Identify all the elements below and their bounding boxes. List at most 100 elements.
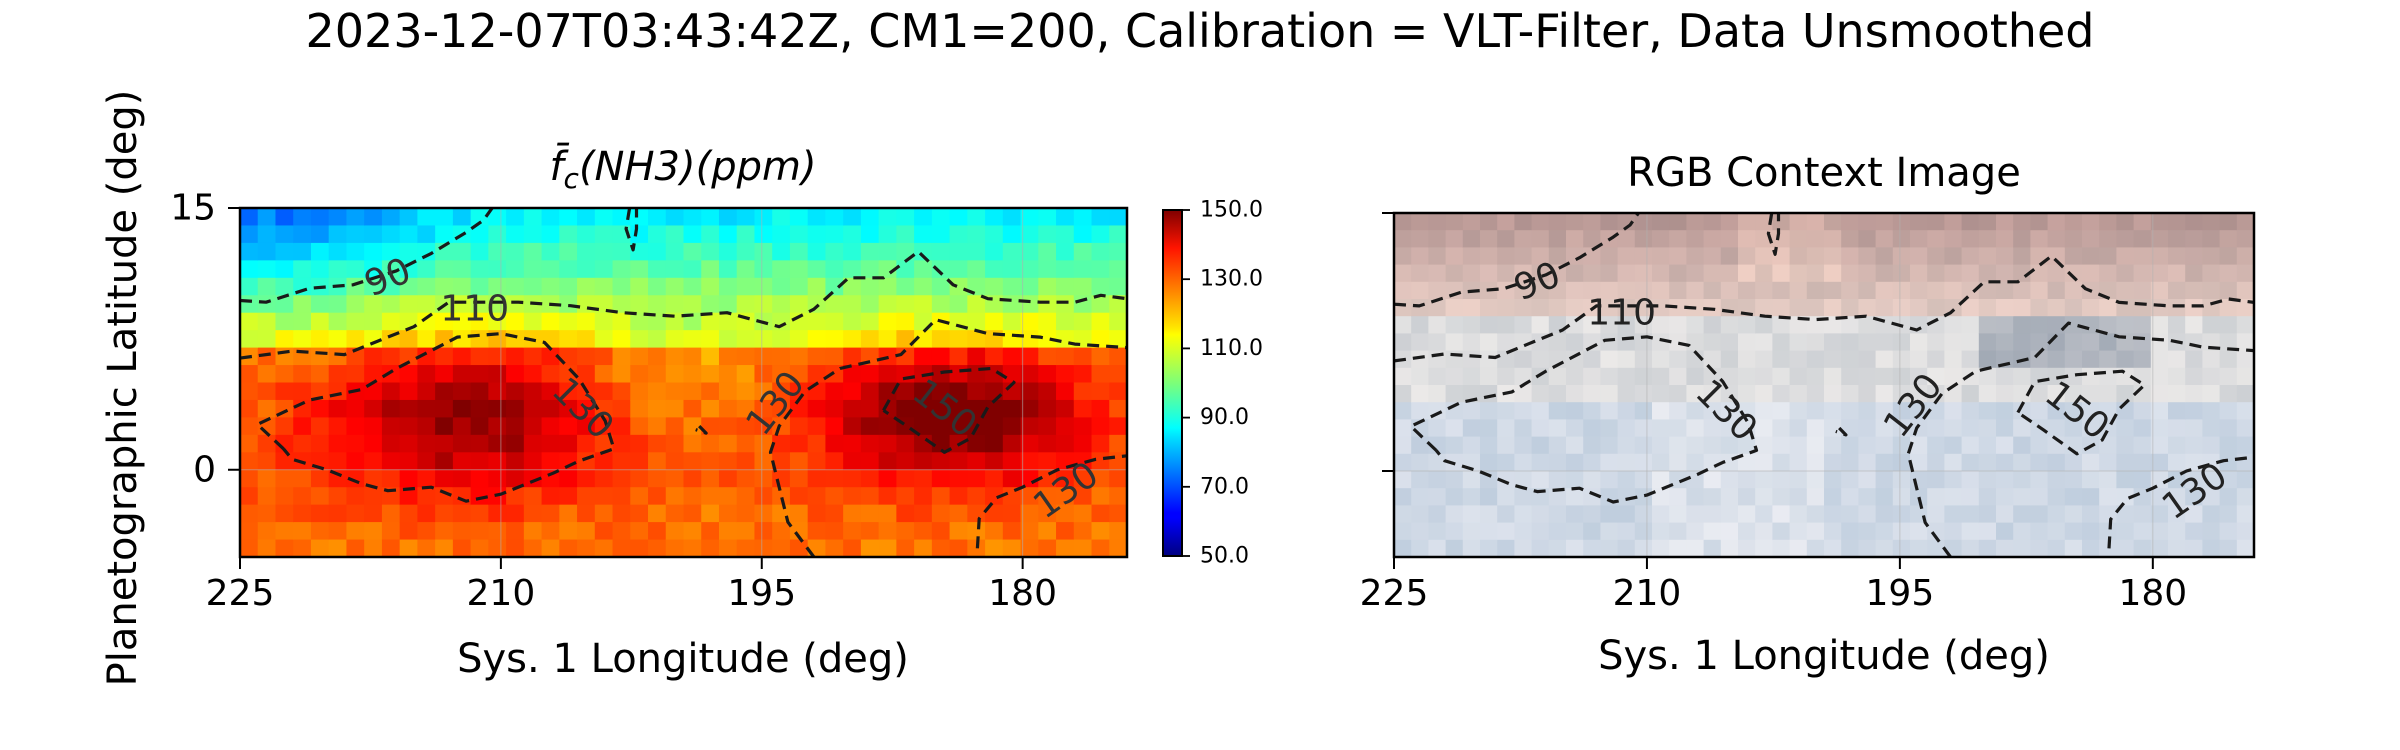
heatmap-cell [541,487,560,506]
context-pixel [2133,299,2152,317]
context-pixel [1944,213,1963,231]
context-pixel [2082,522,2100,541]
context-pixel [1669,316,1687,334]
context-pixel [2185,419,2203,438]
heatmap-cell [648,539,667,557]
context-pixel [2099,350,2117,369]
heatmap-cell [488,208,507,227]
heatmap-cell [577,487,596,506]
heatmap-cell [718,365,738,384]
heatmap-cell [772,434,791,453]
heatmap-cell [1073,225,1093,244]
heatmap-cell [1109,522,1127,541]
heatmap-cell [985,452,1004,471]
context-pixel [1978,367,1997,386]
heatmap-cell [807,487,827,506]
heatmap-cell [1002,295,1022,314]
contour-line-110 [1394,254,2254,363]
heatmap-cell [683,295,702,314]
context-pixel [1944,367,1963,386]
heatmap-cell [931,417,951,436]
context-pixel [1600,505,1619,524]
context-pixel [1514,402,1533,420]
heatmap-cell [718,225,738,244]
heatmap-cell [701,539,720,557]
heatmap-cell [648,295,667,314]
context-pixel [1858,453,1877,472]
context-pixel [2030,264,2049,283]
context-pixel [2099,436,2117,455]
context-pixel [1531,505,1550,524]
heatmap-cell [577,208,596,227]
heatmap-cell [914,382,933,401]
context-pixel [2185,522,2203,541]
heatmap-cell [772,382,791,401]
context-pixel [1824,264,1842,283]
heatmap-cell [896,382,915,401]
context-pixel [1927,505,1945,524]
context-pixel [2064,488,2083,506]
context-pixel [1961,385,1980,403]
context-pixel [1755,247,1773,266]
context-pixel [1892,436,1911,455]
context-pixel [1394,316,1412,334]
heatmap-cell [470,434,489,453]
heatmap-cell [648,365,667,384]
heatmap-cell [772,260,791,279]
context-pixel [1394,385,1412,403]
context-pixel [2099,299,2117,317]
heatmap-cell [985,417,1004,436]
context-pixel [1686,367,1705,386]
context-pixel [1910,522,1928,541]
heatmap-cell [488,382,507,401]
context-pixel [1514,522,1533,541]
context-pixel [1652,488,1670,506]
heatmap-cell [985,522,1004,541]
context-pixel [1978,436,1997,455]
heatmap-cell [346,522,365,541]
heatmap-cell [1038,417,1057,436]
heatmap-cell [789,330,809,349]
heatmap-cell [860,365,880,384]
heatmap-cell [754,295,773,314]
heatmap-cell [470,330,489,349]
context-pixel [2219,488,2238,506]
heatmap-cell [1038,260,1057,279]
context-pixel [2133,213,2152,231]
heatmap-cell [718,539,738,557]
context-pixel [2116,453,2135,472]
context-pixel [2116,230,2135,248]
heatmap-cell [1056,469,1075,488]
context-pixel [2150,522,2169,541]
heatmap-cell [399,225,418,244]
heatmap-cell [577,242,596,261]
context-pixel [1978,213,1997,231]
context-pixel [1772,488,1791,506]
heatmap-cell [878,312,897,331]
context-pixel [2099,471,2117,489]
heatmap-cell [594,417,614,436]
context-pixel [1961,316,1980,334]
context-pixel [1875,436,1894,455]
context-pixel [1514,539,1533,557]
context-pixel [1910,230,1928,248]
context-pixel [1927,213,1945,231]
context-pixel [2150,367,2169,386]
context-pixel [1720,436,1739,455]
heatmap-cell [1020,260,1039,279]
heatmap-cell [346,504,365,523]
context-pixel [1789,247,1808,266]
context-pixel [1548,247,1567,266]
context-pixel [2219,299,2238,317]
heatmap-cell [860,242,880,261]
heatmap-cell [1002,330,1022,349]
context-pixel [1686,333,1705,352]
context-pixel [2047,539,2066,557]
heatmap-cell [559,504,578,523]
context-pixel [1480,522,1498,541]
contour-line-90 [624,208,639,252]
heatmap-cell [594,487,614,506]
context-pixel [2082,299,2100,317]
context-pixel [1497,316,1515,334]
context-pixel [1824,505,1842,524]
